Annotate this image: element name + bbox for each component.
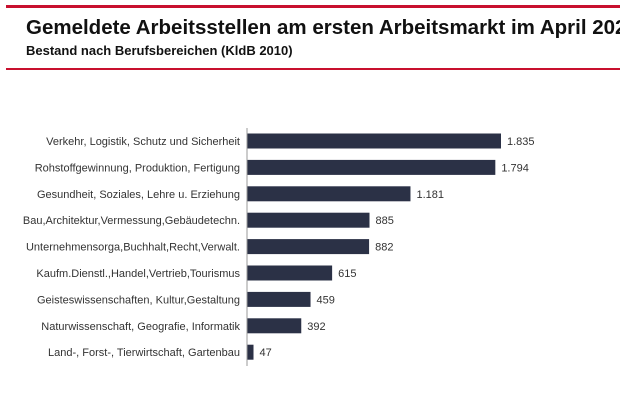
bar	[247, 159, 496, 175]
bar	[247, 318, 302, 334]
category-label: Bau,Architektur,Vermessung,Gebäudetechn.	[23, 215, 240, 227]
value-label: 392	[307, 321, 325, 333]
top-rule	[6, 5, 620, 8]
bar	[247, 239, 370, 255]
value-label: 885	[376, 215, 394, 227]
category-label: Unternehmensorga,Buchhalt,Recht,Verwalt.	[26, 242, 240, 254]
chart-title: Gemeldete Arbeitsstellen am ersten Arbei…	[26, 16, 620, 39]
value-label: 459	[317, 294, 335, 306]
value-label: 47	[260, 347, 272, 359]
value-label: 882	[375, 242, 393, 254]
category-label: Rohstoffgewinnung, Produktion, Fertigung	[35, 162, 240, 174]
category-label: Verkehr, Logistik, Schutz und Sicherheit	[46, 136, 240, 148]
category-label: Gesundheit, Soziales, Lehre u. Erziehung	[37, 189, 240, 201]
value-label: 1.835	[507, 136, 535, 148]
bar	[247, 186, 411, 202]
chart-subtitle: Bestand nach Berufsbereichen (KldB 2010)	[26, 43, 293, 58]
bar	[247, 344, 254, 360]
category-label: Land-, Forst-, Tierwirtschaft, Gartenbau	[48, 347, 240, 359]
value-label: 1.181	[416, 189, 444, 201]
category-label: Kaufm.Dienstl.,Handel,Vertrieb,Tourismus	[36, 268, 240, 280]
bar	[247, 265, 333, 281]
category-label: Geisteswissenschaften, Kultur,Gestaltung	[37, 294, 240, 306]
header-rule	[6, 68, 620, 70]
value-label: 615	[338, 268, 356, 280]
category-label: Naturwissenschaft, Geografie, Informatik	[41, 321, 240, 333]
bar	[247, 291, 311, 307]
value-label: 1.794	[501, 162, 529, 174]
bar	[247, 133, 501, 149]
bar	[247, 212, 370, 228]
